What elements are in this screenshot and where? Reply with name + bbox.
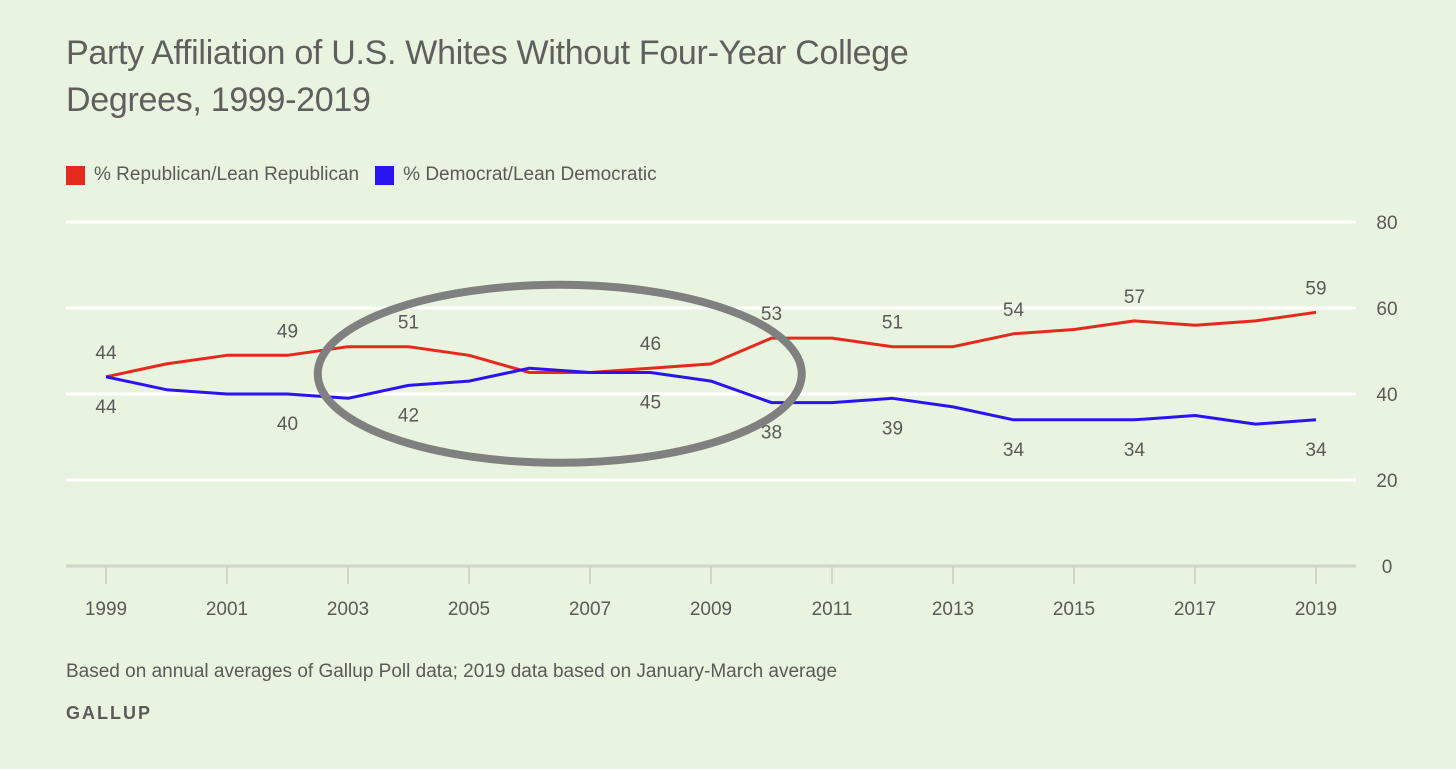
y-tick-label-80: 80 [1376,213,1397,234]
highlight-ellipse [313,280,806,467]
data-label-republican-2019: 59 [1305,278,1326,299]
data-label-republican-2016: 57 [1124,287,1145,308]
data-label-republican-2014: 54 [1003,300,1025,321]
legend-item-republican[interactable]: % Republican/Lean Republican [66,164,359,186]
x-tick-label-2013: 2013 [932,599,974,620]
x-tick-label-2011: 2011 [812,599,853,620]
legend-label-republican: % Republican/Lean Republican [94,164,360,185]
legend-item-democratic[interactable]: % Democrat/Lean Democratic [375,164,657,186]
y-axis-ticks: 0 20 40 60 80 [1376,213,1397,578]
chart-title-line-2: Degrees, 1999-2019 [66,81,371,119]
x-tick-label-2015: 2015 [1053,599,1095,620]
data-label-democratic-2002: 40 [277,414,298,435]
data-label-republican-2012: 51 [882,313,903,334]
data-label-republican-1999: 44 [95,343,117,364]
chart-title: Party Affiliation of U.S. Whites Without… [66,30,1066,124]
x-tick-label-2005: 2005 [448,599,490,620]
data-label-democratic-2012: 39 [882,418,903,439]
legend-swatch-republican [66,165,85,185]
footnote: Based on annual averages of Gallup Poll … [66,661,838,682]
source-label: GALLUP [66,703,152,723]
chart-title-line-1: Party Affiliation of U.S. Whites Without… [66,34,909,72]
series-line-republican[interactable] [105,310,1317,379]
y-tick-label-60: 60 [1376,299,1397,320]
series-lines [105,310,1317,426]
data-label-democratic-2004: 42 [398,405,419,426]
line-chart: 0 20 40 60 80 1999 2001 2003 2005 2007 2009 2011 20… [66,213,1398,620]
data-label-republican-2004: 51 [398,313,419,334]
x-axis: 1999 2001 2003 2005 2007 2009 2011 2013 2015 2017… [66,564,1356,620]
data-label-republican-2010: 53 [761,304,782,325]
y-tick-label-0: 0 [1382,557,1393,578]
data-label-democratic-2010: 38 [761,423,782,444]
data-label-democratic-2019: 34 [1305,440,1327,461]
legend-swatch-democratic [375,165,395,185]
data-labels: 44 49 51 46 53 51 54 57 59 44 40 42 45 38 39 34 34 34 [95,278,1327,461]
x-tick-label-2019: 2019 [1295,599,1337,620]
data-label-democratic-2008: 45 [640,393,661,414]
data-label-democratic-1999: 44 [95,397,117,418]
x-tick-label-2007: 2007 [569,599,611,620]
x-tick-label-2017: 2017 [1174,599,1216,620]
x-tick-label-2009: 2009 [690,599,732,620]
highlight-annotation [313,280,806,467]
data-label-republican-2008: 46 [640,334,661,355]
data-label-democratic-2016: 34 [1124,440,1146,461]
x-tick-label-2003: 2003 [327,599,369,620]
x-tick-label-2001: 2001 [206,599,248,620]
legend-label-democratic: % Democrat/Lean Democratic [403,164,657,185]
data-label-republican-2002: 49 [277,321,298,342]
legend: % Republican/Lean Republican % Democrat/… [66,164,673,186]
y-tick-label-40: 40 [1376,385,1397,406]
x-tick-label-1999: 1999 [85,599,127,620]
series-line-democratic[interactable] [105,366,1317,426]
y-tick-label-20: 20 [1376,471,1397,492]
data-label-democratic-2014: 34 [1003,440,1025,461]
